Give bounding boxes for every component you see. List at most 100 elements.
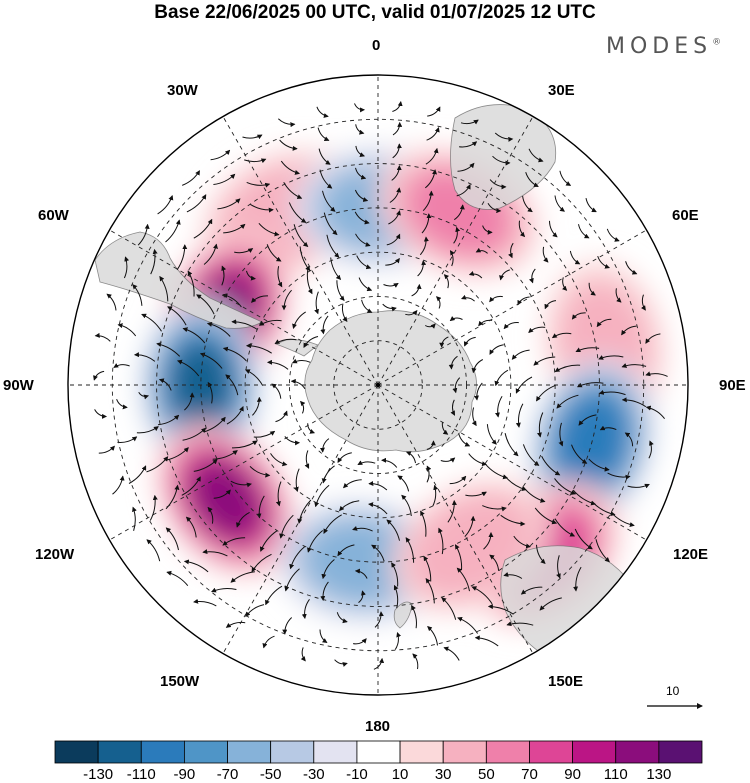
wind-arrow — [457, 162, 475, 172]
wind-arrow — [518, 220, 526, 238]
wind-arrow — [301, 599, 310, 620]
wind-arrow — [561, 277, 568, 291]
wind-arrow — [245, 604, 265, 617]
wind-arrow — [513, 535, 532, 549]
wind-arrow — [334, 659, 348, 667]
wind-arrow — [187, 270, 195, 297]
wind-vectors — [93, 100, 668, 670]
wind-arrow — [482, 225, 493, 235]
wind-arrow — [456, 184, 471, 197]
wind-arrow — [284, 436, 301, 446]
wind-arrow — [355, 124, 365, 135]
wind-arrow — [368, 502, 388, 515]
continent-outlines — [94, 104, 642, 666]
map-boundary — [67, 74, 689, 696]
brand-name: MODES — [606, 34, 713, 59]
wind-arrow — [607, 472, 631, 480]
wind-arrow — [343, 479, 362, 489]
wind-arrow — [494, 395, 503, 418]
wind-arrow — [166, 570, 189, 587]
wind-arrow — [383, 282, 399, 288]
wind-arrow — [336, 612, 348, 624]
wind-arrow — [259, 530, 278, 552]
wind-arrow — [299, 246, 311, 272]
wind-arrow — [621, 325, 637, 336]
lon-label-30w: 30W — [167, 82, 198, 99]
wind-arrow — [182, 327, 206, 344]
lon-label-0: 0 — [372, 37, 381, 54]
wind-arrow — [427, 106, 441, 117]
wind-arrow — [397, 475, 410, 492]
wind-arrow — [549, 220, 558, 238]
wind-arrow — [494, 132, 514, 142]
wind-arrow — [471, 359, 484, 374]
wind-arrow — [648, 440, 654, 459]
wind-arrow — [499, 269, 510, 281]
wind-arrow — [456, 567, 470, 592]
wind-arrow — [492, 155, 511, 166]
wind-arrow — [323, 514, 342, 534]
wind-arrow — [150, 248, 158, 275]
wind-arrow — [113, 363, 130, 368]
wind-arrow — [544, 300, 557, 310]
wind-arrow — [196, 294, 215, 315]
wind-arrow — [411, 604, 417, 629]
polar-map — [67, 74, 703, 709]
meridian-line — [377, 384, 647, 541]
anomaly-contour — [190, 460, 262, 539]
wind-arrow — [274, 338, 297, 345]
wind-arrow — [373, 657, 385, 670]
colorbar-swatch — [356, 740, 401, 764]
wind-arrow — [420, 510, 427, 537]
wind-arrow — [484, 463, 509, 480]
wind-arrow — [571, 312, 586, 320]
colorbar-tick-label: -10 — [346, 766, 368, 783]
wind-arrow — [128, 465, 147, 484]
wind-arrow — [645, 371, 668, 377]
lon-label-90w: 90W — [3, 377, 34, 394]
wind-arrow — [336, 280, 345, 302]
wind-arrow — [515, 376, 533, 394]
wind-arrow — [554, 478, 577, 495]
wind-arrow — [182, 427, 207, 441]
wind-arrow — [489, 295, 503, 303]
wind-arrow — [386, 519, 400, 541]
wind-arrow — [149, 494, 158, 521]
wind-arrow — [439, 336, 449, 348]
wind-arrow — [307, 423, 315, 434]
wind-arrow — [394, 632, 402, 650]
wind-arrow — [132, 284, 143, 306]
wind-arrow — [585, 197, 597, 213]
wind-arrow — [186, 194, 207, 213]
wind-arrow — [464, 515, 476, 537]
wind-arrow — [177, 359, 200, 377]
wind-arrow — [266, 359, 289, 370]
wind-arrow — [355, 145, 365, 158]
wind-arrow — [203, 243, 218, 265]
wind-arrow — [508, 242, 514, 259]
wind-arrow — [419, 236, 429, 256]
wind-arrow — [207, 381, 213, 404]
meridian-line — [222, 384, 379, 654]
colorbar-swatch — [399, 740, 444, 764]
wind-arrow — [250, 203, 274, 213]
wind-arrow — [506, 621, 534, 627]
wind-arrow — [306, 269, 313, 295]
wind-arrow — [123, 256, 130, 279]
latitude-circle — [244, 251, 512, 519]
wind-arrow — [230, 571, 255, 583]
wind-arrow — [595, 539, 610, 563]
wind-arrow — [574, 528, 593, 550]
wind-arrow — [463, 336, 476, 347]
colorbar-tick-label: -110 — [126, 766, 156, 783]
wind-arrow — [572, 489, 597, 506]
wind-arrow — [141, 313, 162, 332]
wind-arrow — [249, 466, 271, 478]
colorbar-tick-label: 50 — [477, 766, 495, 783]
wind-arrow — [504, 432, 519, 457]
wind-arrow — [231, 319, 258, 330]
wind-arrow — [182, 170, 200, 186]
wind-arrow — [176, 244, 188, 271]
wind-arrow — [432, 484, 439, 507]
wind-arrow — [438, 527, 444, 555]
